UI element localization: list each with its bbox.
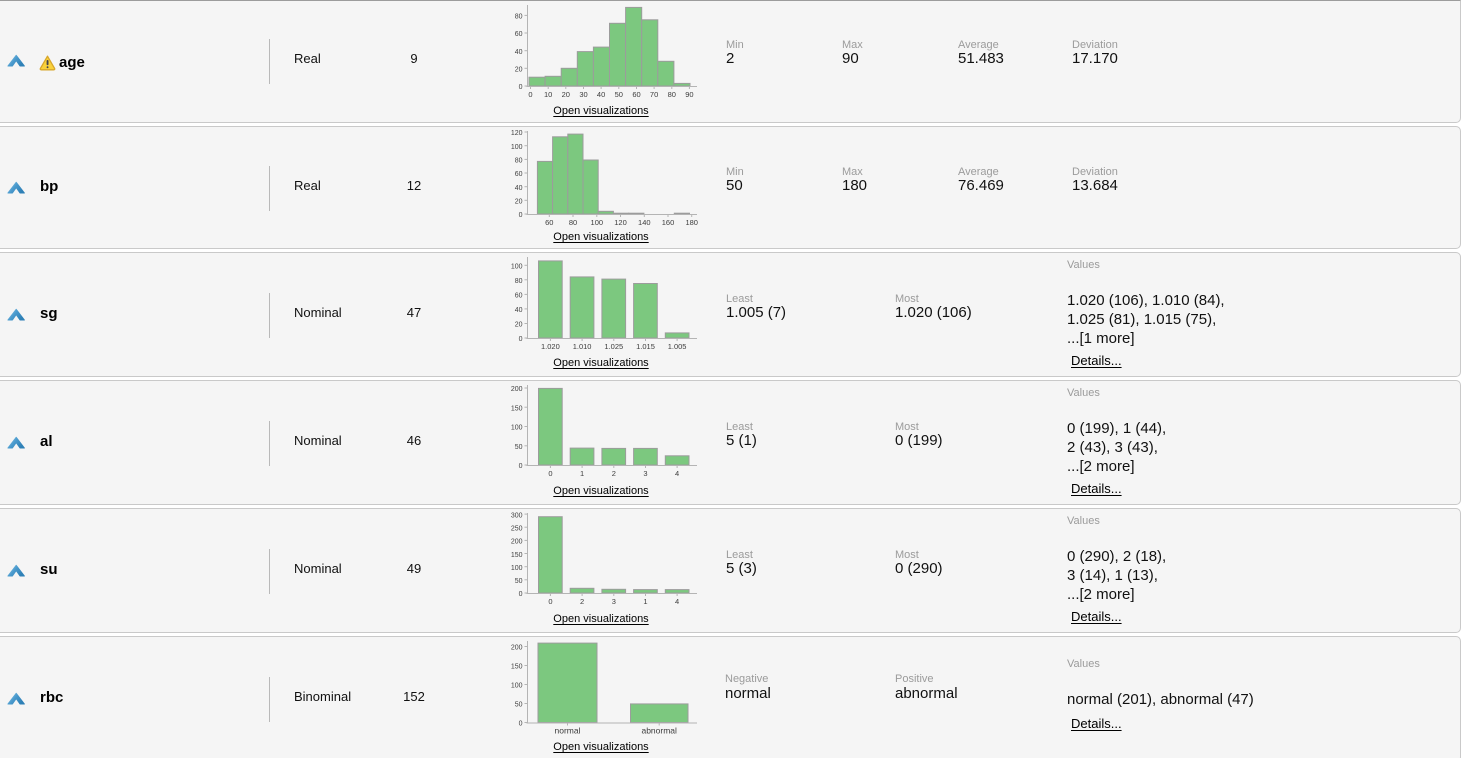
svg-text:200: 200 [511, 645, 523, 652]
svg-text:0: 0 [548, 469, 552, 478]
svg-text:1.020: 1.020 [541, 342, 560, 351]
svg-text:2: 2 [612, 469, 616, 478]
svg-text:140: 140 [638, 218, 651, 227]
svg-text:150: 150 [511, 552, 523, 559]
svg-text:1.025: 1.025 [604, 342, 623, 351]
svg-text:1.015: 1.015 [636, 342, 655, 351]
svg-text:normal: normal [555, 726, 581, 736]
svg-text:60: 60 [515, 293, 523, 300]
svg-text:0: 0 [519, 721, 523, 728]
svg-text:60: 60 [632, 90, 640, 99]
svg-text:30: 30 [579, 90, 587, 99]
svg-text:40: 40 [597, 90, 605, 99]
svg-text:4: 4 [675, 597, 679, 606]
svg-text:200: 200 [511, 539, 523, 546]
svg-text:20: 20 [515, 322, 523, 329]
svg-text:1: 1 [643, 597, 647, 606]
svg-text:150: 150 [511, 405, 523, 412]
svg-text:100: 100 [591, 218, 604, 227]
svg-text:250: 250 [511, 525, 523, 532]
svg-text:120: 120 [614, 218, 627, 227]
svg-text:4: 4 [675, 469, 679, 478]
svg-text:60: 60 [545, 218, 553, 227]
svg-text:0: 0 [528, 90, 532, 99]
svg-text:80: 80 [569, 218, 577, 227]
svg-text:150: 150 [511, 664, 523, 671]
svg-text:200: 200 [511, 386, 523, 393]
svg-text:1.010: 1.010 [573, 342, 592, 351]
svg-text:0: 0 [548, 597, 552, 606]
svg-text:0: 0 [519, 591, 523, 598]
svg-text:1.005: 1.005 [668, 342, 687, 351]
svg-text:2: 2 [580, 597, 584, 606]
svg-text:3: 3 [612, 597, 616, 606]
svg-text:40: 40 [515, 307, 523, 314]
svg-text:180: 180 [685, 218, 698, 227]
svg-text:0: 0 [519, 463, 523, 470]
svg-text:160: 160 [662, 218, 675, 227]
svg-text:90: 90 [685, 90, 693, 99]
svg-text:50: 50 [615, 90, 623, 99]
svg-text:20: 20 [515, 67, 523, 74]
svg-text:3: 3 [643, 469, 647, 478]
svg-text:80: 80 [515, 158, 523, 165]
svg-text:1: 1 [580, 469, 584, 478]
svg-text:50: 50 [515, 444, 523, 451]
svg-text:60: 60 [515, 171, 523, 178]
svg-text:120: 120 [511, 130, 523, 137]
svg-text:100: 100 [511, 144, 523, 151]
svg-text:60: 60 [515, 31, 523, 38]
svg-text:50: 50 [515, 702, 523, 709]
svg-text:100: 100 [511, 264, 523, 271]
svg-text:70: 70 [650, 90, 658, 99]
svg-text:abnormal: abnormal [641, 726, 677, 736]
svg-text:40: 40 [515, 49, 523, 56]
svg-text:100: 100 [511, 565, 523, 572]
svg-text:100: 100 [511, 683, 523, 690]
svg-text:20: 20 [515, 199, 523, 206]
svg-text:300: 300 [511, 512, 523, 519]
svg-text:0: 0 [519, 212, 523, 219]
svg-text:0: 0 [519, 84, 523, 91]
svg-text:10: 10 [544, 90, 552, 99]
svg-text:50: 50 [515, 578, 523, 585]
svg-text:20: 20 [562, 90, 570, 99]
svg-text:40: 40 [515, 185, 523, 192]
svg-text:100: 100 [511, 425, 523, 432]
svg-text:80: 80 [668, 90, 676, 99]
svg-text:0: 0 [519, 336, 523, 343]
svg-text:80: 80 [515, 278, 523, 285]
svg-text:80: 80 [515, 14, 523, 21]
